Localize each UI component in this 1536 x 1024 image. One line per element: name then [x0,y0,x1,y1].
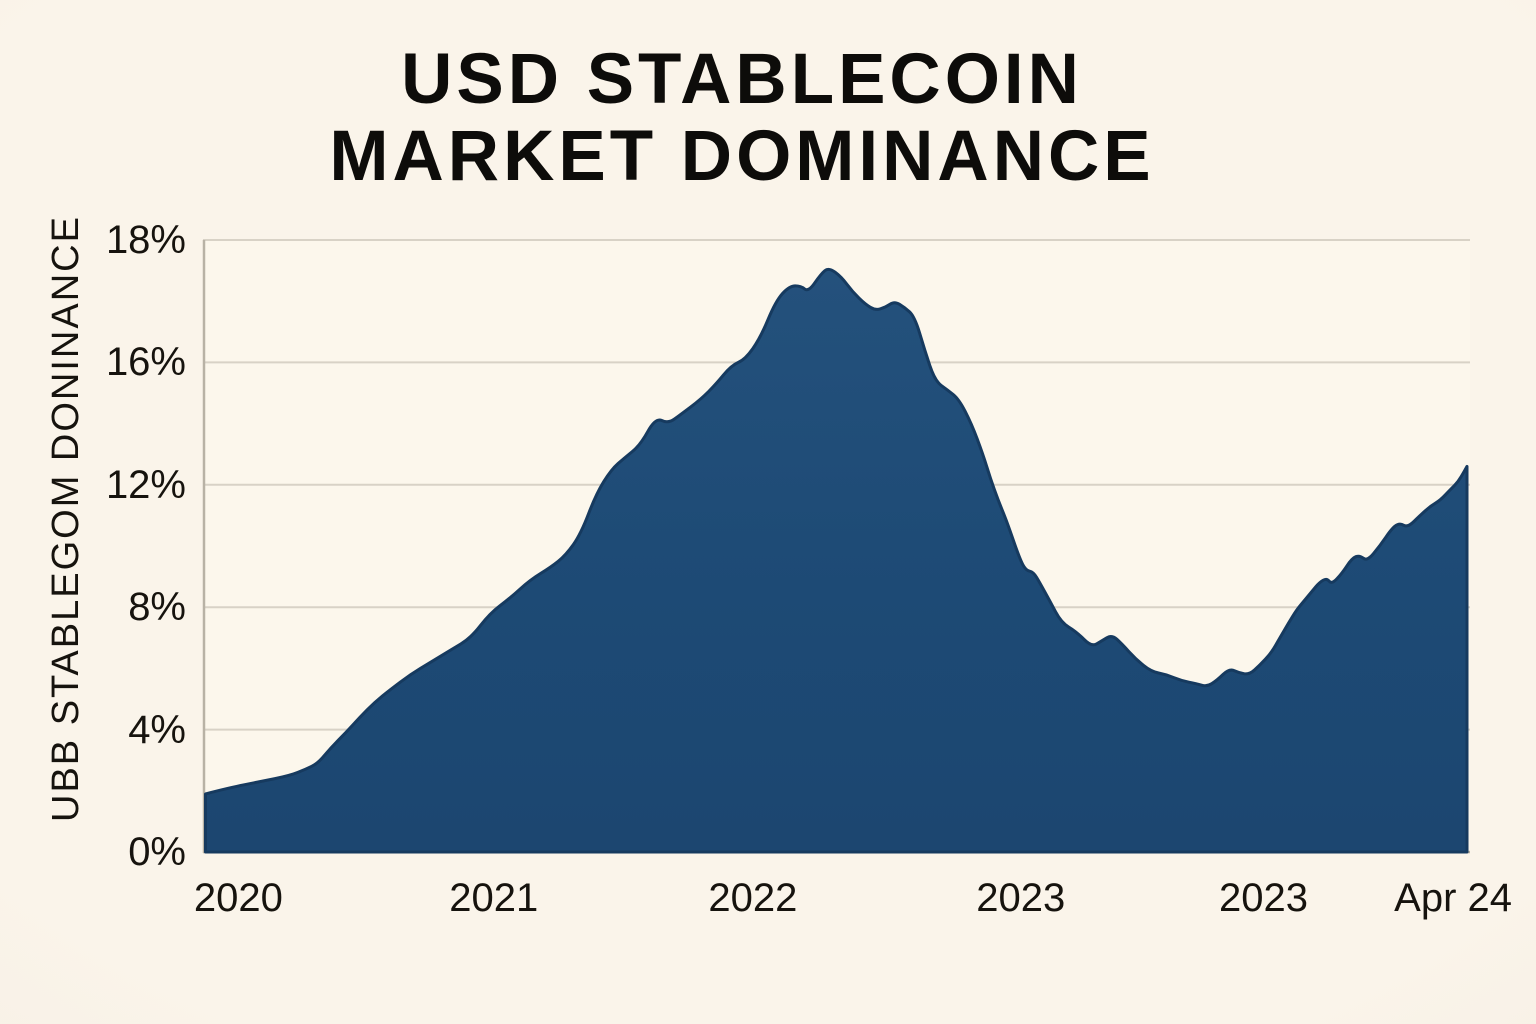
chart-title-line2: MARKET DOMINANCE [329,117,1155,196]
x-tick-label-1-2021: 2021 [449,876,539,920]
dominance-area [204,267,1469,854]
x-tick-label-5-Apr-24: Apr 24 [1394,876,1513,920]
y-tick-label-16pct: 16% [105,340,186,385]
chart-title-line1: USD STABLECOIN [401,40,1083,119]
x-tick-label-0-2020: 2020 [193,876,283,920]
y-tick-label-12pct: 12% [105,462,186,507]
chart-title: USD STABLECOIN MARKET DOMINANCE [329,41,1154,195]
x-tick-label-4-2023: 2023 [1218,876,1308,920]
y-tick-label-4pct: 4% [128,707,186,752]
x-tick-label-2-2022: 2022 [708,876,798,920]
y-tick-label-18pct: 18% [105,218,186,262]
y-tick-label-0pct: 0% [128,830,186,874]
y-tick-label-8pct: 8% [128,585,186,630]
x-tick-label-3-2023: 2023 [976,876,1066,920]
